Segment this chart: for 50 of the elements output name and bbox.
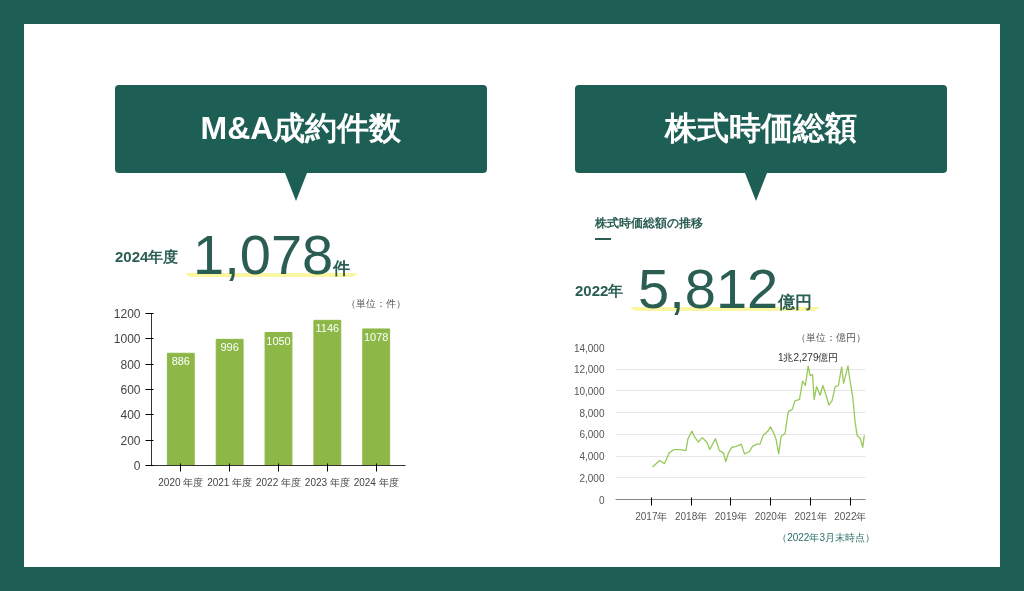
y-tick-label: 4,000 xyxy=(579,451,605,463)
x-tick-label: 2023 年度 xyxy=(304,476,350,488)
annotation: 1兆2,279億円 xyxy=(777,352,839,364)
x-tick-label: 2024 年度 xyxy=(353,476,399,488)
x-tick-label: 2020年 xyxy=(754,510,787,522)
y-tick-label: 0 xyxy=(133,459,141,473)
x-tick-label: 2019年 xyxy=(714,510,748,522)
y-tick-label: 8,000 xyxy=(579,407,605,419)
y-tick-label: 200 xyxy=(120,433,141,448)
y-tick-label: 1000 xyxy=(113,332,141,347)
y-tick-label: 14,000 xyxy=(573,342,605,354)
chart-title: M&A成約件数 xyxy=(115,85,487,173)
y-tick-label: 2,000 xyxy=(579,472,605,484)
text: （2022年3月末時点） xyxy=(776,531,875,545)
bar xyxy=(313,319,342,466)
y-tick-label: 600 xyxy=(120,383,141,397)
bar xyxy=(362,328,391,466)
text: 2022年 xyxy=(575,282,624,299)
y-tick-label: 10,000 xyxy=(573,385,605,397)
text: 件 xyxy=(333,259,351,278)
x-tick-label: 2022 年度 xyxy=(255,476,302,488)
data-label: 886 xyxy=(171,355,190,368)
text: 1,078 xyxy=(193,223,334,286)
data-label: 996 xyxy=(220,341,239,354)
x-tick-label: 2021年 xyxy=(794,510,827,522)
y-tick-label: 0 xyxy=(598,494,605,506)
y-tick-label: 1200 xyxy=(113,307,141,321)
data-label: 1078 xyxy=(363,330,389,343)
y-tick-label: 400 xyxy=(120,408,141,423)
x-tick-label: 2021 年度 xyxy=(207,476,253,488)
x-tick-label: 2022年 xyxy=(834,510,867,522)
bar xyxy=(166,352,195,466)
chart-title: 株式時価総額 xyxy=(575,85,947,173)
line-series xyxy=(651,365,865,468)
x-tick-label: 2020 年度 xyxy=(158,476,204,488)
x-tick-label: 2018年 xyxy=(675,510,708,522)
bar xyxy=(264,332,293,466)
text: （単位：件） xyxy=(345,297,406,309)
y-tick-label: 6,000 xyxy=(579,429,605,441)
text: （単位：億円） xyxy=(795,331,866,343)
text: 5,812 xyxy=(638,257,779,320)
x-tick-label: 2017年 xyxy=(635,510,668,522)
chart-subtitle: 株式時価総額の推移 xyxy=(595,215,703,232)
data-label: 1050 xyxy=(266,334,291,347)
text: 2024年度 xyxy=(115,248,179,265)
bar xyxy=(215,338,244,466)
text: 億円 xyxy=(778,293,813,312)
y-tick-label: 800 xyxy=(120,357,141,372)
y-tick-label: 12,000 xyxy=(573,364,605,376)
data-label: 1146 xyxy=(315,322,340,335)
